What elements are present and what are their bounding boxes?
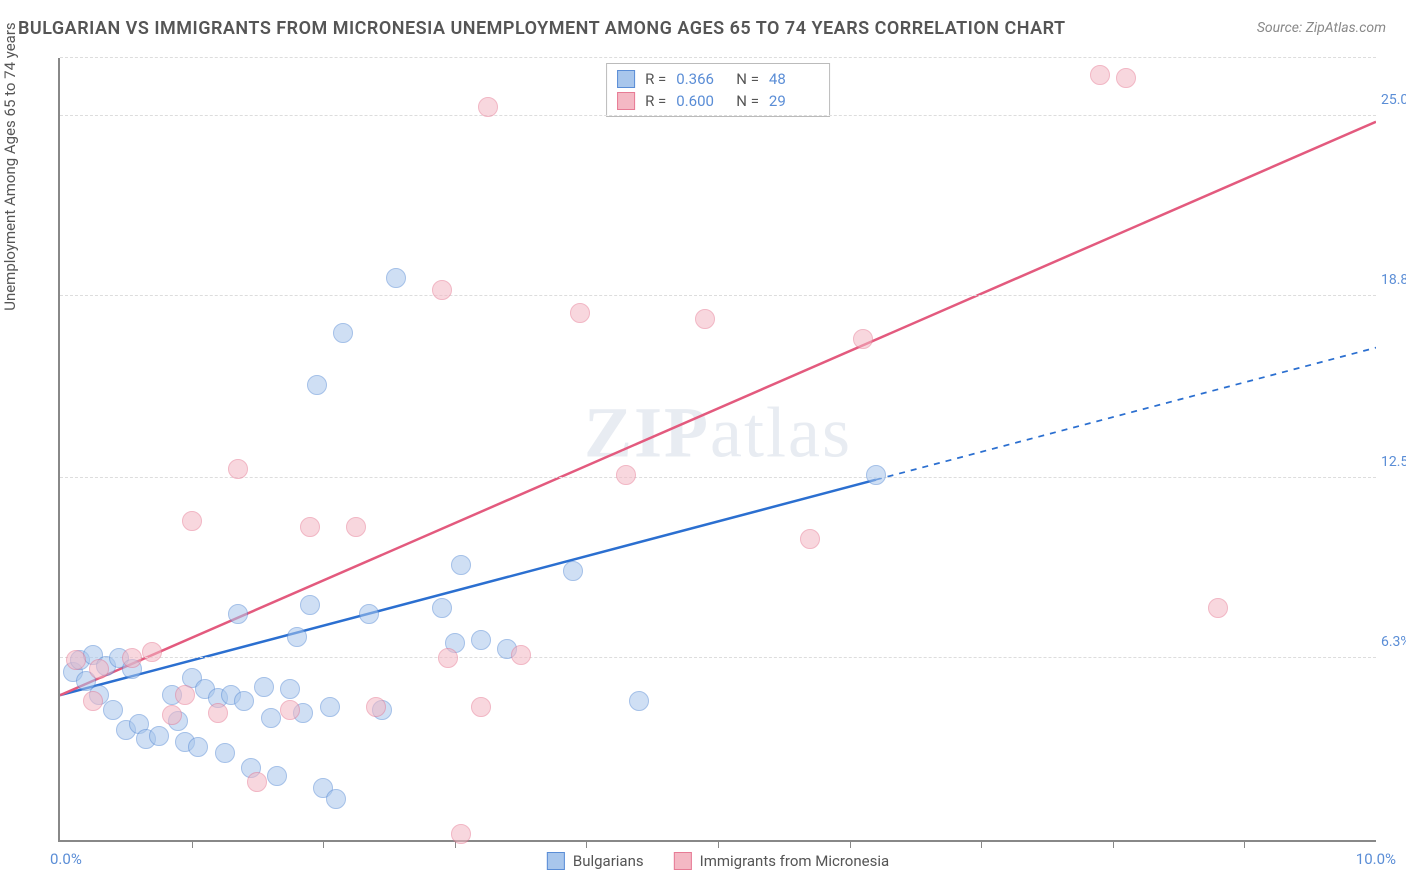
x-tick bbox=[323, 840, 324, 848]
scatter-point-bulgarians bbox=[228, 604, 248, 624]
scatter-point-bulgarians bbox=[386, 268, 406, 288]
scatter-point-bulgarians bbox=[326, 789, 346, 809]
chart-title: BULGARIAN VS IMMIGRANTS FROM MICRONESIA … bbox=[18, 18, 1066, 39]
scatter-point-bulgarians bbox=[149, 726, 169, 746]
y-tick-label: 18.8% bbox=[1381, 272, 1406, 288]
x-tick bbox=[718, 840, 719, 848]
scatter-point-micronesia bbox=[695, 309, 715, 329]
square-icon bbox=[617, 70, 635, 88]
n-value: 29 bbox=[769, 92, 819, 110]
scatter-point-micronesia bbox=[511, 645, 531, 665]
scatter-point-bulgarians bbox=[254, 677, 274, 697]
gridline bbox=[60, 295, 1376, 296]
scatter-point-micronesia bbox=[142, 642, 162, 662]
scatter-point-micronesia bbox=[162, 705, 182, 725]
x-tick bbox=[192, 840, 193, 848]
scatter-point-micronesia bbox=[208, 703, 228, 723]
scatter-point-bulgarians bbox=[432, 598, 452, 618]
scatter-plot-area: ZIPatlas R = 0.366 N = 48 R = 0.600 N = … bbox=[58, 58, 1376, 842]
scatter-point-micronesia bbox=[346, 517, 366, 537]
scatter-point-micronesia bbox=[182, 511, 202, 531]
scatter-point-micronesia bbox=[366, 697, 386, 717]
scatter-point-micronesia bbox=[247, 772, 267, 792]
y-tick-label: 12.5% bbox=[1381, 454, 1406, 470]
scatter-point-micronesia bbox=[616, 465, 636, 485]
square-icon bbox=[547, 852, 565, 870]
scatter-point-micronesia bbox=[300, 517, 320, 537]
scatter-point-micronesia bbox=[89, 659, 109, 679]
scatter-point-bulgarians bbox=[359, 604, 379, 624]
scatter-point-micronesia bbox=[228, 459, 248, 479]
legend-label: Bulgarians bbox=[573, 852, 644, 870]
x-axis-max-label: 10.0% bbox=[1356, 850, 1396, 868]
scatter-point-micronesia bbox=[853, 329, 873, 349]
scatter-point-bulgarians bbox=[261, 708, 281, 728]
x-tick bbox=[850, 840, 851, 848]
scatter-point-micronesia bbox=[1208, 598, 1228, 618]
scatter-point-micronesia bbox=[800, 529, 820, 549]
gridline bbox=[60, 57, 1376, 58]
scatter-point-bulgarians bbox=[188, 737, 208, 757]
gridline bbox=[60, 477, 1376, 478]
scatter-point-bulgarians bbox=[280, 679, 300, 699]
square-icon bbox=[617, 92, 635, 110]
stats-legend-row-bulgarians: R = 0.366 N = 48 bbox=[617, 68, 819, 90]
x-tick bbox=[981, 840, 982, 848]
scatter-point-micronesia bbox=[66, 650, 86, 670]
watermark: ZIPatlas bbox=[584, 392, 852, 475]
scatter-point-micronesia bbox=[438, 648, 458, 668]
scatter-point-bulgarians bbox=[287, 627, 307, 647]
scatter-point-bulgarians bbox=[451, 555, 471, 575]
scatter-point-micronesia bbox=[1116, 68, 1136, 88]
scatter-point-bulgarians bbox=[471, 630, 491, 650]
n-value: 48 bbox=[769, 70, 819, 88]
scatter-point-bulgarians bbox=[563, 561, 583, 581]
gridline bbox=[60, 657, 1376, 658]
x-tick bbox=[1244, 840, 1245, 848]
y-axis-label: Unemployment Among Ages 65 to 74 years bbox=[1, 22, 19, 310]
scatter-point-bulgarians bbox=[333, 323, 353, 343]
scatter-point-bulgarians bbox=[866, 465, 886, 485]
scatter-point-micronesia bbox=[478, 97, 498, 117]
scatter-point-micronesia bbox=[1090, 65, 1110, 85]
scatter-point-bulgarians bbox=[215, 743, 235, 763]
r-value: 0.600 bbox=[676, 92, 726, 110]
scatter-point-micronesia bbox=[471, 697, 491, 717]
stats-legend-row-micronesia: R = 0.600 N = 29 bbox=[617, 90, 819, 112]
legend-item-micronesia: Immigrants from Micronesia bbox=[674, 852, 890, 870]
square-icon bbox=[674, 852, 692, 870]
x-tick bbox=[1113, 840, 1114, 848]
scatter-point-bulgarians bbox=[234, 691, 254, 711]
gridline bbox=[60, 115, 1376, 116]
scatter-point-micronesia bbox=[432, 280, 452, 300]
r-value: 0.366 bbox=[676, 70, 726, 88]
series-legend: Bulgarians Immigrants from Micronesia bbox=[547, 852, 889, 870]
scatter-point-micronesia bbox=[122, 648, 142, 668]
x-axis-min-label: 0.0% bbox=[50, 850, 82, 868]
scatter-point-bulgarians bbox=[267, 766, 287, 786]
scatter-point-micronesia bbox=[175, 685, 195, 705]
scatter-point-micronesia bbox=[280, 700, 300, 720]
scatter-point-micronesia bbox=[570, 303, 590, 323]
stats-legend: R = 0.366 N = 48 R = 0.600 N = 29 bbox=[606, 63, 830, 117]
source-attribution: Source: ZipAtlas.com bbox=[1257, 20, 1386, 36]
y-tick-label: 25.0% bbox=[1381, 92, 1406, 108]
scatter-point-bulgarians bbox=[629, 691, 649, 711]
scatter-point-micronesia bbox=[83, 691, 103, 711]
scatter-point-bulgarians bbox=[307, 375, 327, 395]
legend-item-bulgarians: Bulgarians bbox=[547, 852, 644, 870]
scatter-point-bulgarians bbox=[320, 697, 340, 717]
scatter-point-bulgarians bbox=[300, 595, 320, 615]
scatter-point-bulgarians bbox=[103, 700, 123, 720]
legend-label: Immigrants from Micronesia bbox=[700, 852, 890, 870]
scatter-point-micronesia bbox=[451, 824, 471, 844]
y-tick-label: 6.3% bbox=[1381, 634, 1406, 650]
x-tick bbox=[586, 840, 587, 848]
